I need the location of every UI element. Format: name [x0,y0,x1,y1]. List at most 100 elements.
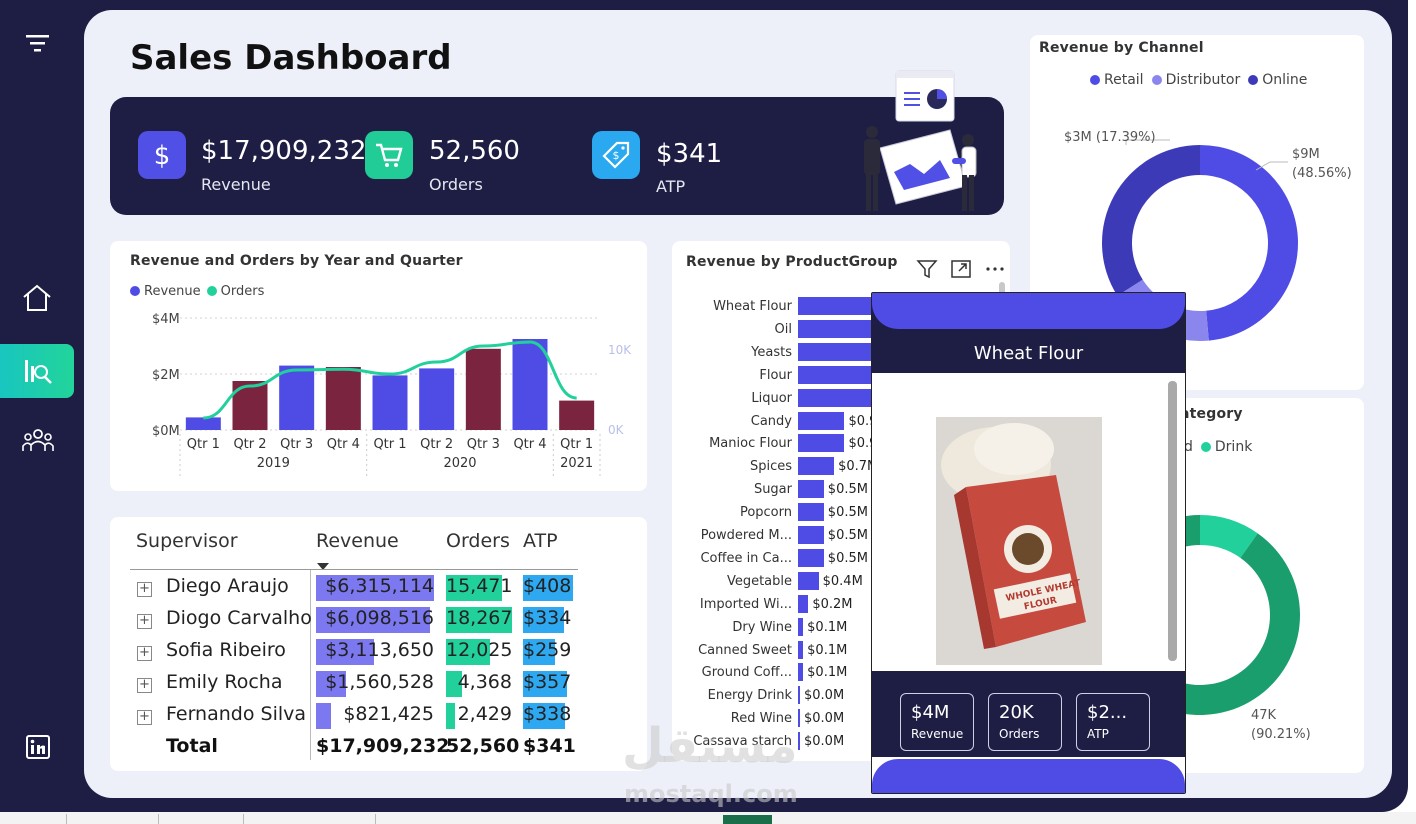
atp-cell: $408 [523,575,572,597]
orders-databar [446,575,503,601]
revenue-bar [419,368,455,430]
home-icon[interactable] [22,283,52,313]
legend-distributor[interactable]: Distributor [1151,72,1240,88]
tooltip-kpi-revenue-label: Revenue [911,727,964,741]
filter-icon[interactable] [26,34,50,54]
product-value-label: $0.9 [848,413,878,429]
more-options-icon[interactable] [984,258,1006,280]
analysis-icon [24,356,52,386]
product-bar[interactable] [798,617,804,636]
product-bar[interactable] [798,732,800,751]
quarter-chart-panel [110,241,647,491]
kpi-atp-value: $341 [656,139,723,169]
total-atp: $341 [523,735,576,757]
revenue-bar [465,348,501,430]
legend-retail-swatch [1090,75,1100,85]
quarter-chart-title: Revenue and Orders by Year and Quarter [130,253,463,269]
product-category-label: Sugar [753,482,792,498]
tooltip-title: Wheat Flour [973,343,1084,364]
kpi-revenue-label: Revenue [201,175,271,194]
product-chart-title: Revenue by ProductGroup [686,254,898,270]
product-value-label: $0.5M [827,528,868,543]
legend-retail[interactable]: Retail [1090,72,1144,88]
product-bar[interactable] [798,480,824,499]
product-bar[interactable] [798,319,888,338]
row-expand-button[interactable]: + [137,710,152,725]
tooltip-kpi-revenue: $4M Revenue [900,693,974,751]
quarter-chart: $4M $2M $0M 10K 0K Qtr 1 Qtr 2 Qtr 3 Qtr 4 Qtr 1 Q… [152,312,632,478]
x-tick-label: Qtr 2 [420,437,453,452]
tooltip-kpi-orders-label: Orders [999,727,1040,741]
product-bar[interactable] [798,709,800,728]
filter-visual-icon[interactable] [916,258,938,280]
revenue-cell: $821,425 [343,703,434,725]
row-expand-button[interactable]: + [137,678,152,693]
col-header-supervisor[interactable]: Supervisor [136,530,238,552]
product-category-label: Ground Coff... [701,665,792,681]
bottom-tab-active[interactable] [723,815,772,824]
revenue-bar [372,375,408,430]
nav-item-analysis-active[interactable] [0,344,74,398]
linkedin-icon[interactable] [26,735,50,759]
focus-mode-icon[interactable] [950,258,972,280]
legend-revenue[interactable]: Revenue [130,284,201,299]
product-bar[interactable] [798,594,809,613]
product-bar[interactable] [798,434,845,453]
product-bar[interactable] [798,663,804,682]
legend-online[interactable]: Online [1248,72,1307,88]
row-expand-button[interactable]: + [137,614,152,629]
product-category-label: Popcorn [739,505,792,521]
x-tick-label: Qtr 4 [513,437,546,452]
product-bar[interactable] [798,411,845,430]
product-bar[interactable] [798,297,888,315]
x-tick-label: Qtr 3 [467,437,500,452]
supervisor-name: Diogo Carvalho [166,607,312,629]
product-bar[interactable] [798,388,876,407]
revenue-cell: $1,560,528 [325,671,434,693]
legend-food[interactable]: d [1184,439,1193,455]
year-label: 2021 [560,456,593,471]
people-chart-illustration [858,68,998,214]
product-bar[interactable] [798,526,824,544]
tooltip-kpi-orders: 20K Orders [988,693,1062,751]
product-bar[interactable] [798,365,888,384]
product-bar[interactable] [798,503,824,522]
cart-icon [365,131,413,179]
product-bar[interactable] [798,548,824,567]
tooltip-kpi-orders-value: 20K [999,702,1034,723]
product-scroll-thumb[interactable] [999,282,1005,296]
year-label: 2020 [443,456,476,471]
bottom-tab-divider [158,814,159,824]
bottom-tab-divider [66,814,67,824]
dollar-icon: $ [138,131,186,179]
team-icon[interactable] [22,427,54,453]
orders-cell: 15,471 [446,575,513,597]
col-header-atp[interactable]: ATP [523,530,558,552]
x-tick-label: Qtr 2 [233,437,266,452]
total-label: Total [166,735,218,757]
watermark-latin: mostaql.com [624,780,798,808]
product-category-label: Canned Sweet [698,642,792,658]
atp-databar [523,703,565,729]
tooltip-kpi-atp-value: $2... [1087,702,1128,723]
tooltip-title-bar [872,329,1185,373]
orders-databar [446,703,455,729]
orders-databar [446,607,512,633]
tooltip-scrollbar[interactable] [1168,381,1177,661]
col-header-revenue[interactable]: Revenue [316,530,399,552]
row-expand-button[interactable]: + [137,582,152,597]
product-bar[interactable] [798,571,819,590]
wheat-flour-bag-image: WHOLE WHEAT FLOUR [936,417,1102,665]
legend-drink[interactable]: Drink [1200,439,1252,455]
product-value-label: $0.7M [838,459,879,475]
revenue-bar [325,367,361,430]
legend-orders[interactable]: Orders [206,284,264,299]
product-bar[interactable] [798,342,888,361]
product-bar[interactable] [798,457,835,476]
product-category-label: Candy [750,413,792,429]
product-bar[interactable] [798,640,804,659]
col-header-orders[interactable]: Orders [446,530,510,552]
product-bar[interactable] [798,686,800,705]
row-expand-button[interactable]: + [137,646,152,661]
product-value-label: $0.1M [807,642,848,658]
